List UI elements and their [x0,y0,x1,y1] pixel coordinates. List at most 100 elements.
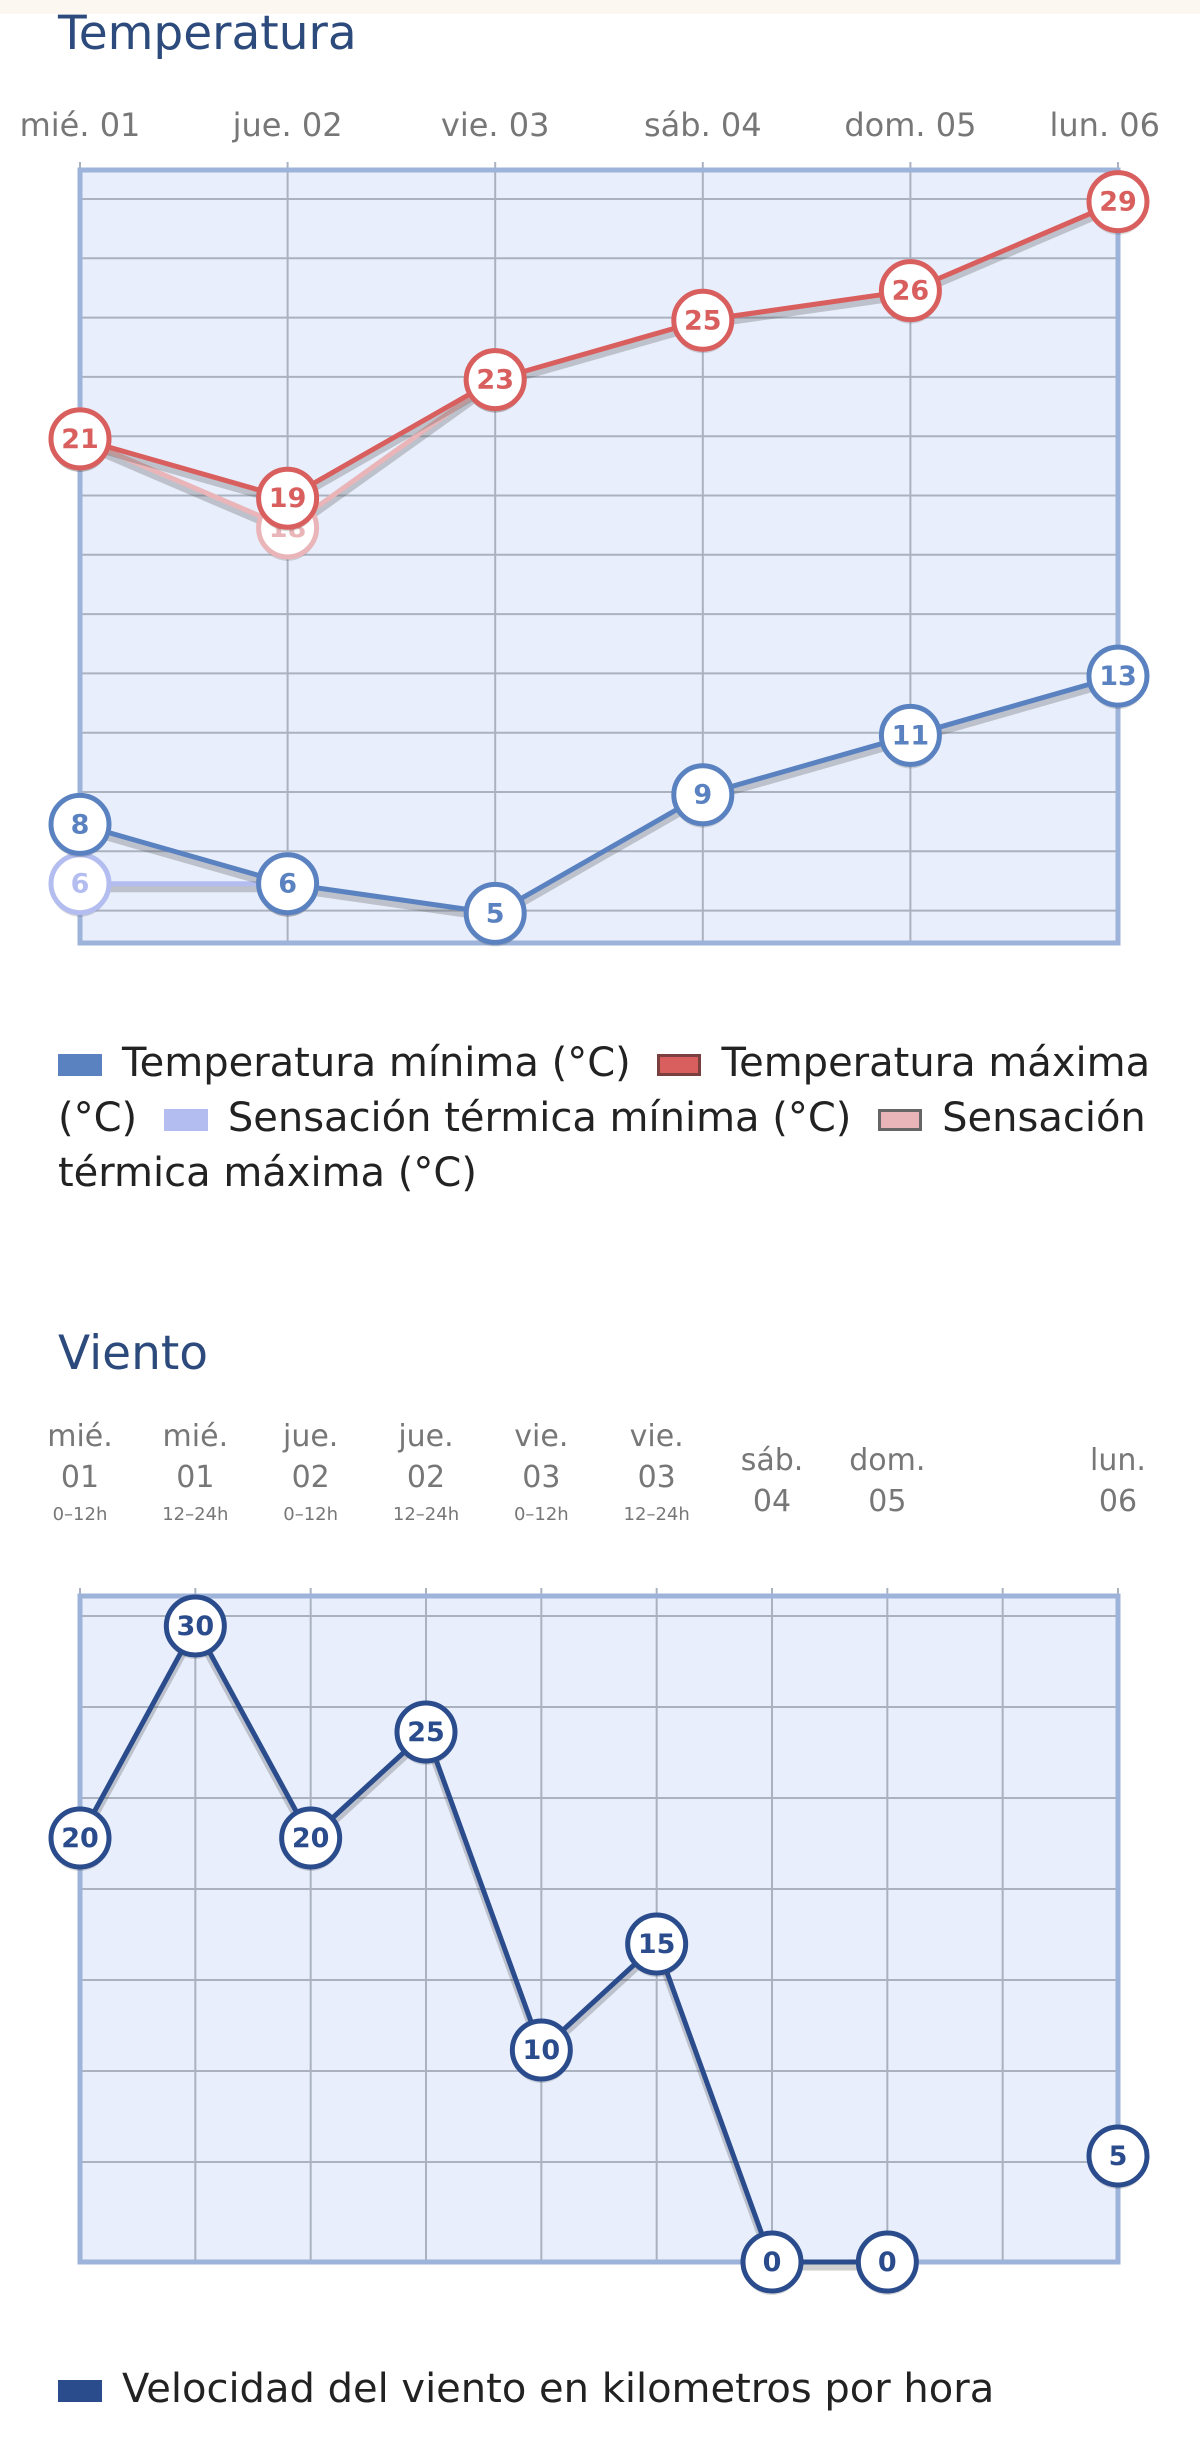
data-label: 20 [292,1823,330,1854]
legend-item[interactable]: Temperatura mínima (°C) [58,1040,631,1086]
x-tick-label: 03 [522,1460,560,1495]
data-point [855,2230,919,2294]
wind-title: Viento [58,1326,209,1381]
data-label: 6 [278,869,297,900]
x-tick-label: vie. 03 [441,106,550,144]
data-label: 8 [71,809,90,840]
legend-swatch [657,1054,702,1076]
data-label: 0 [878,2247,897,2278]
data-point [48,407,112,471]
legend-label: Sensación térmica máxima (°C) [58,1095,1146,1196]
x-tick-label: 02 [407,1460,445,1495]
data-point [509,2018,573,2082]
legend-swatch [58,1054,102,1076]
data-label: 25 [684,305,722,336]
data-label: 29 [1099,187,1137,218]
data-point [256,852,320,916]
data-point [163,1594,227,1658]
data-label: 0 [763,2247,782,2278]
x-tick-label: 01 [61,1460,99,1495]
data-label: 25 [407,1717,445,1748]
data-label: 15 [638,1929,676,1960]
legend-swatch [163,1109,208,1131]
legend-item[interactable]: Temperatura máxima (°C) [58,1040,1150,1141]
legend-label: Velocidad del viento en kilometros por h… [122,2366,995,2412]
x-tick-label: 03 [638,1460,676,1495]
x-tick-label: mié. 01 [20,106,141,144]
data-point [625,1912,689,1976]
x-tick-label: 06 [1099,1484,1137,1519]
series-line [77,1623,888,2265]
series-line-shadow [79,677,1119,922]
data-label: 26 [892,276,930,307]
data-label: 10 [523,2035,561,2066]
x-tick-label: 05 [868,1484,906,1519]
data-label: 11 [892,720,930,751]
plot-background [80,170,1118,943]
data-point [1086,644,1150,708]
temperature-chart: mié. 01 jue. 02 vie. 03 sáb. 04 dom. 05 lun. … [20,106,1160,947]
data-label: 20 [61,1823,99,1854]
x-tick-label: vie. [514,1419,568,1454]
data-point [48,1806,112,1870]
top-strip [0,0,1200,14]
x-tick-label: 04 [753,1484,791,1519]
legend-label: Sensación térmica mínima (°C) [227,1095,852,1141]
x-tick-sublabel: 0–12h [53,1504,108,1525]
legend-item[interactable]: Sensación térmica mínima (°C) [163,1095,852,1141]
data-label: 5 [1109,2141,1128,2172]
data-label: 21 [61,424,99,455]
temperature-legend: Temperatura mínima (°C) Temperatura máxi… [58,1036,1183,1201]
x-tick-label: mié. [47,1419,113,1454]
x-tick-label: mié. [163,1419,229,1454]
x-tick-label: lun. [1090,1443,1146,1478]
x-tick-label: jue. 02 [232,106,343,144]
x-tick-label: sáb. [741,1443,804,1478]
data-point [1086,170,1150,234]
legend-swatch [878,1109,923,1131]
x-tick-label: sáb. 04 [644,106,762,144]
data-point [48,792,112,856]
data-point [740,2230,804,2294]
data-label: 6 [71,869,90,900]
plot-border [77,1593,1121,2265]
legend-label: Temperatura mínima (°C) [122,1040,631,1086]
legend-label: Temperatura máxima (°C) [58,1040,1151,1141]
x-tick-label: jue. [282,1419,338,1454]
series-line-shadow [79,203,1120,507]
data-point [463,881,527,945]
data-point [394,1700,458,1764]
x-tick-label: dom. [849,1443,925,1478]
data-point [1086,2124,1150,2188]
x-tick-label: 01 [176,1460,214,1495]
x-tick-label: lun. 06 [1049,106,1160,144]
legend-swatch [58,2380,102,2402]
x-tick-sublabel: 12–24h [624,1504,690,1525]
wind-chart: mié.010–12hmié.0112–24hjue.020–12hjue.02… [47,1419,1150,2295]
data-label: 5 [486,898,505,929]
data-label: 30 [177,1611,215,1642]
x-tick-label: dom. 05 [844,106,976,144]
x-tick-sublabel: 12–24h [393,1504,459,1525]
data-label: 19 [269,483,307,514]
data-point [256,466,320,530]
data-point [279,1806,343,1870]
x-tick-label: 02 [292,1460,330,1495]
data-label: 23 [476,365,514,396]
series-line [79,199,1119,501]
legend-item[interactable]: Velocidad del viento en kilometros por h… [58,2366,994,2412]
temperature-title: Temperatura [58,6,357,61]
plot-border [77,167,1121,946]
data-point [463,348,527,412]
x-tick-label: vie. [630,1419,684,1454]
data-point [878,703,942,767]
data-label: 9 [693,780,712,811]
x-tick-label: jue. [397,1419,453,1454]
data-point [671,763,735,827]
data-label: 13 [1099,661,1137,692]
x-tick-sublabel: 12–24h [162,1504,228,1525]
x-tick-sublabel: 0–12h [283,1504,338,1525]
legend-item[interactable]: Sensación térmica máxima (°C) [58,1095,1146,1196]
series-line [79,673,1119,916]
wind-legend: Velocidad del viento en kilometros por h… [58,2362,1183,2417]
